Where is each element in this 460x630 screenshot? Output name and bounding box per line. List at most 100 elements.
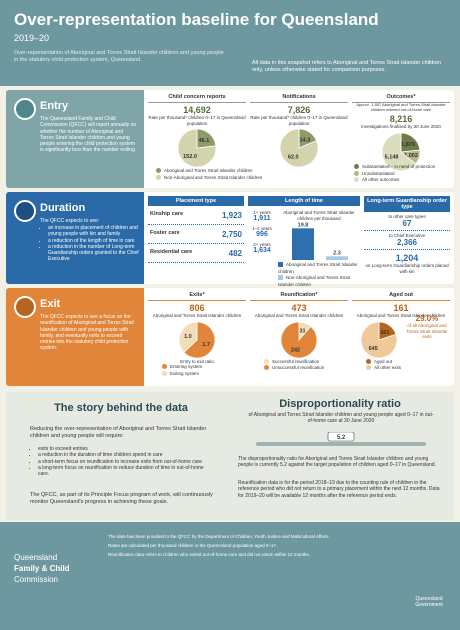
pie-chart: 31 242	[280, 321, 318, 358]
period: 1+ years 1,911	[248, 210, 276, 222]
bullet: a short-term focus on reunification to i…	[38, 459, 216, 465]
exit-section: Exit The QFCC expects to see a focus on …	[6, 288, 454, 386]
swatch	[366, 358, 371, 364]
title: Over-representation baseline for Queensl…	[14, 10, 379, 29]
pie-chart: 1,879 1,002 5,148	[381, 132, 421, 172]
footer-note: Rates are calculated per thousand childr…	[108, 543, 278, 548]
entry-panel: Entry The Queensland Family and Child Co…	[6, 90, 144, 188]
total: 14,692	[183, 105, 211, 115]
slice-label: 1.7	[202, 341, 210, 347]
year: 2019–20	[14, 33, 50, 43]
pie-slice	[381, 132, 417, 172]
col-title: Placement type	[148, 196, 244, 206]
slice-label: 46.1	[199, 138, 210, 144]
legend-item: Aboriginal and Torres Strait Islander ch…	[278, 262, 360, 275]
pie-caption: Entry to exit ratio	[180, 358, 214, 364]
header: Over-representation baseline for Queensl…	[0, 0, 460, 86]
story-title: The story behind the data	[54, 402, 188, 414]
guardianship: Long-term Guardianship order type to oth…	[364, 196, 450, 274]
ratio-subtitle: of Aboriginal and Torres Strait Islander…	[248, 412, 434, 424]
col-title: Length of time	[248, 196, 360, 206]
swatch	[264, 365, 269, 370]
kin-label: on Long-term Guardianship orders placed …	[365, 263, 449, 274]
slice-label: 161	[380, 329, 389, 335]
note: All data in this snapshot refers to Abor…	[252, 60, 442, 73]
legend-label: Exiting system	[170, 370, 200, 376]
pie-slice	[177, 128, 217, 168]
scale-bar	[256, 442, 426, 446]
caption: Rate per thousand* children 0–17 in Quee…	[148, 115, 246, 126]
caption: Aboriginal and Torres Strait Islander ch…	[283, 210, 355, 221]
icon	[14, 200, 36, 222]
total: 8,216	[389, 114, 413, 125]
footer-note: The data has been provided to the QFCC b…	[108, 534, 330, 539]
legend-label: Successful reunification	[272, 358, 320, 364]
swatch	[162, 370, 167, 376]
ratio-scale: 5.2	[256, 431, 426, 450]
ratio-marker	[327, 431, 355, 442]
story-closing: The QFCC, as part of its Principle Focus…	[30, 492, 213, 505]
slice-label: 1,879	[401, 142, 415, 148]
legend-item: Exiting system	[162, 370, 246, 378]
org: Queensland Family & Child Commission	[14, 552, 70, 585]
org-line: Queensland	[14, 553, 58, 562]
exit-column: Reunification* 473 Aboriginal and Torres S…	[250, 292, 348, 372]
footer-note: Reunification data refers to children wh…	[108, 552, 310, 557]
bar-label: 2.3	[333, 250, 341, 256]
slice-label: 645	[369, 346, 378, 352]
entry-section: Entry The Queensland Family and Child Co…	[6, 90, 454, 188]
bullet: exits to exceed entries	[38, 446, 216, 452]
legend-label: Unsuccessful reunification	[272, 365, 325, 370]
story-text: Reducing the over-representation of Abor…	[30, 426, 207, 439]
legend-item: Aged out	[366, 358, 450, 366]
exit-panel: Exit The QFCC expects to see a focus on …	[6, 288, 144, 386]
swatch	[278, 275, 283, 280]
swatch	[354, 164, 359, 169]
story-section: The story behind the data Reducing the o…	[6, 392, 454, 520]
placement-row: Foster care 2,750	[148, 225, 244, 244]
pie-chart: 1.7 1.0	[178, 321, 216, 358]
pie-slice	[183, 321, 216, 358]
period-label: 1+ years	[253, 210, 271, 215]
legend-label: Non-Aboriginal and Torres Strait Islande…	[164, 174, 263, 180]
col-title: Outcomes*	[352, 94, 450, 103]
pie-slice	[360, 321, 398, 358]
legend: Entering system Exiting system	[148, 364, 246, 377]
bullet: an increase in placement of children and…	[48, 225, 140, 238]
row-value: 67	[402, 219, 412, 228]
period-label: 2+ years	[253, 242, 271, 247]
footer: Queensland Family & Child Commission The…	[0, 522, 460, 630]
share-label: of all Aboriginal and Torres Strait Isla…	[406, 323, 448, 339]
exit-column: Exits* 806 Aboriginal and Torres Strait Is…	[148, 292, 246, 377]
col-title: Notifications	[250, 94, 348, 103]
legend-item: All other outcomes	[354, 177, 454, 184]
total: 7,826	[287, 105, 311, 115]
caption: Investigations finalised by 30 June 2020	[361, 124, 441, 130]
legend: Substantiated – in need of protection Uns…	[354, 164, 454, 184]
row-label: Foster care	[150, 230, 180, 236]
entry-column: Outcomes* Approx. 1,557 Aboriginal and To…	[352, 94, 450, 172]
slice-label: 1.0	[184, 334, 192, 340]
guard-row: to other care types 67	[364, 212, 450, 231]
legend: Aboriginal and Torres Strait Islander ch…	[278, 262, 360, 288]
entry-column: Child concern reports 14,692 Rate per thou…	[148, 94, 246, 168]
slice-label: 62.0	[288, 155, 299, 161]
pie-slice	[280, 321, 318, 358]
placement-row: Residential care 482	[148, 244, 244, 263]
row-label: Residential care	[150, 249, 193, 255]
heading: Entry	[40, 100, 69, 112]
story-bullets: exits to exceed entriesa reduction in th…	[30, 446, 216, 477]
ratio-text: The disproportionality ratio for Aborigi…	[238, 456, 436, 469]
ratio-text: Reunification data is for the period 201…	[238, 480, 440, 499]
pie-slice	[178, 321, 198, 353]
heading: Exit	[40, 298, 61, 310]
slice-label: 31	[299, 328, 305, 334]
pie-chart: 14.3 62.0	[279, 128, 319, 168]
period: 2+ years 1,634	[248, 242, 276, 254]
ratio-title: Disproportionality ratio	[279, 398, 401, 410]
legend: Successful reunification Unsuccessful reu…	[250, 358, 348, 372]
period: 1–2 years 996	[248, 226, 276, 238]
bar	[326, 256, 348, 260]
bullet: a reduction of the length of time in car…	[48, 238, 140, 244]
legend-item: Successful reunification	[264, 358, 348, 366]
